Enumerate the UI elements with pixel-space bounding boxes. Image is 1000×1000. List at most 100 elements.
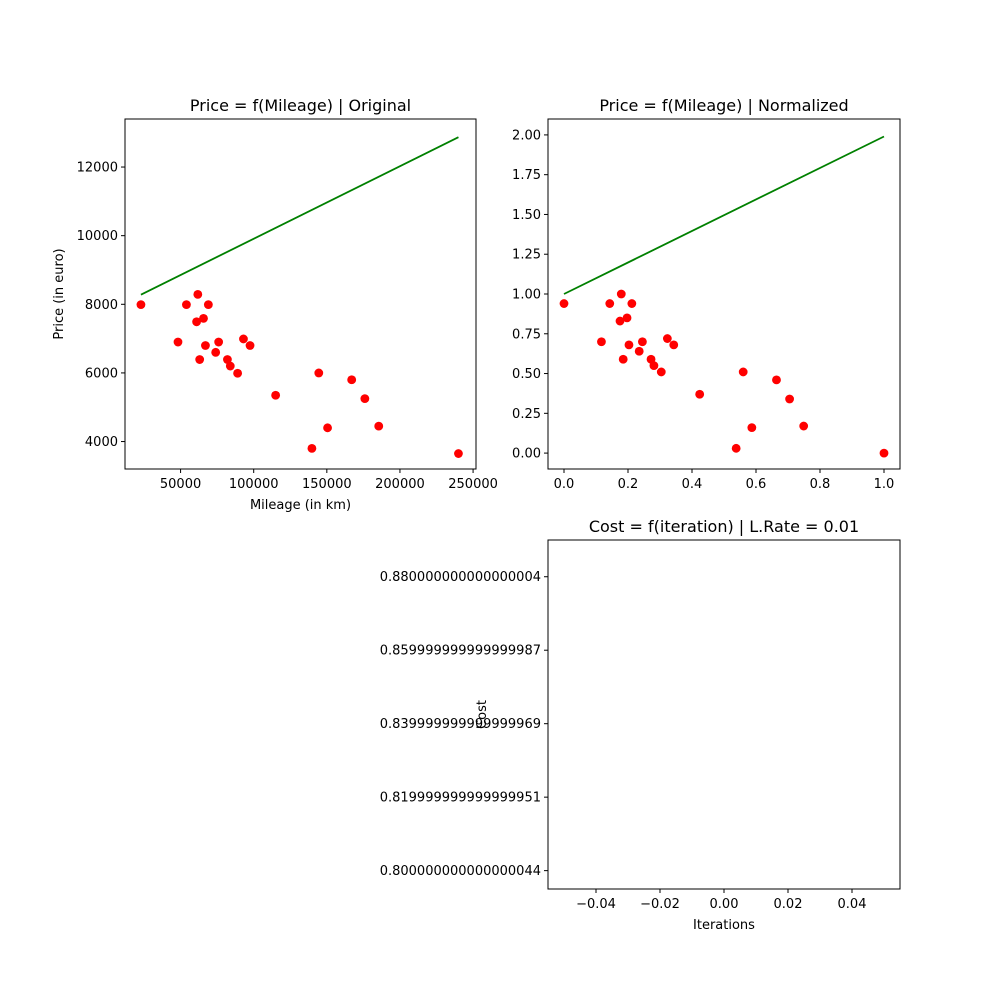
data-point: [347, 375, 357, 385]
data-point: [627, 299, 637, 308]
data-point: [199, 313, 208, 323]
chart-title: Price = f(Mileage) | Normalized: [599, 96, 848, 115]
data-point: [360, 394, 370, 404]
y-tick-label: 0.859999999999999987: [380, 644, 541, 659]
y-tick-label: 0.819999999999999951: [380, 791, 541, 806]
data-point: [225, 361, 235, 371]
y-tick-label: 0.880000000000000004: [380, 570, 541, 585]
x-tick-label: 100000: [229, 477, 279, 492]
data-point: [618, 354, 628, 364]
chart-cost: −0.04 −0.02 0.00 0.02 0.04 0.8000000000000000…: [380, 517, 901, 933]
x-axis-label: Mileage (in km): [250, 498, 351, 513]
data-point: [605, 299, 615, 308]
data-point: [695, 389, 705, 399]
x-tick-label: 200000: [375, 477, 425, 492]
data-point: [201, 341, 210, 350]
plot-area: [548, 540, 900, 889]
y-tick-label: 0.50: [512, 367, 541, 382]
y-tick-label: 0.00: [512, 447, 541, 462]
plot-area: [548, 119, 900, 469]
y-tick-label: 8000: [85, 298, 118, 313]
data-point: [731, 443, 741, 453]
data-point: [615, 316, 625, 326]
y-tick-label: 2.00: [512, 128, 541, 143]
data-point: [374, 421, 384, 431]
data-point: [454, 449, 463, 458]
axes-frame: [124, 118, 477, 470]
data-point: [211, 347, 221, 357]
plot-area: [125, 119, 476, 469]
data-point: [233, 368, 243, 378]
data-point: [738, 367, 748, 377]
y-tick-label: 1.50: [512, 208, 541, 223]
y-tick-label: 10000: [77, 229, 118, 244]
data-point: [622, 313, 632, 323]
data-point: [669, 340, 679, 350]
data-point: [203, 300, 213, 310]
data-point: [239, 334, 248, 344]
x-tick-label: 1.0: [874, 477, 895, 492]
y-axis-label: Cost: [475, 700, 490, 729]
x-tick-label: 0.0: [554, 477, 575, 492]
x-axis-label: Iterations: [693, 918, 755, 933]
x-tick-label: 0.00: [710, 897, 739, 912]
x-tick-label: 0.2: [618, 477, 639, 492]
x-tick-label: −0.02: [640, 897, 680, 912]
y-axis-label: Price (in euro): [52, 248, 67, 339]
y-tick-label: 12000: [77, 161, 118, 176]
x-tick-label: −0.04: [576, 897, 616, 912]
data-point: [271, 390, 281, 400]
data-point: [245, 341, 255, 350]
y-tick-label: 0.25: [512, 407, 541, 422]
chart-normalized: 0.0 0.2 0.4 0.6 0.8 1.0 0.00 0.25 0.50 0.75 1.00 1.…: [512, 96, 901, 492]
x-tick-label: 0.4: [682, 477, 703, 492]
x-tick-label: 50000: [160, 477, 201, 492]
y-tick-label: 0.839999999999999969: [380, 717, 541, 732]
x-tick-label: 150000: [302, 477, 352, 492]
y-tick-label: 1.75: [512, 168, 541, 183]
data-point: [559, 299, 569, 308]
chart-original: 50000 100000 150000 200000 250000 4000 6000 800…: [52, 96, 498, 513]
data-point: [193, 289, 203, 299]
y-tick-label: 6000: [85, 366, 118, 381]
data-layer: [136, 136, 463, 458]
data-point: [638, 337, 647, 347]
data-point: [214, 337, 224, 347]
data-point: [314, 368, 324, 378]
x-tick-label: 0.8: [810, 477, 831, 492]
data-layer: [559, 135, 889, 458]
data-point: [624, 340, 634, 350]
data-point: [747, 423, 757, 433]
x-tick-label: 250000: [448, 477, 498, 492]
data-point: [195, 355, 205, 364]
data-point: [323, 423, 332, 433]
y-tick-label: 4000: [85, 435, 118, 450]
data-point: [182, 300, 191, 310]
y-tick-label: 1.00: [512, 288, 541, 303]
y-tick-label: 1.25: [512, 248, 541, 263]
data-point: [136, 300, 146, 310]
data-point: [634, 346, 644, 356]
data-point: [597, 337, 606, 347]
data-point: [192, 317, 201, 327]
x-tick-label: 0.02: [774, 897, 803, 912]
data-point: [879, 448, 889, 458]
data-point: [662, 334, 672, 343]
chart-title: Cost = f(iteration) | L.Rate = 0.01: [589, 517, 859, 536]
x-tick-label: 0.6: [746, 477, 767, 492]
data-point: [307, 444, 317, 453]
regression-line: [140, 136, 459, 296]
data-point: [785, 394, 794, 404]
data-point: [656, 367, 666, 377]
data-point: [799, 421, 809, 431]
chart-title: Price = f(Mileage) | Original: [190, 96, 411, 115]
x-tick-label: 0.04: [838, 897, 867, 912]
regression-line: [563, 135, 885, 295]
data-point: [173, 337, 183, 347]
data-point: [772, 375, 781, 385]
data-point: [649, 361, 659, 370]
y-tick-label: 0.800000000000000044: [380, 864, 541, 879]
y-tick-label: 0.75: [512, 327, 541, 342]
data-point: [616, 289, 626, 299]
